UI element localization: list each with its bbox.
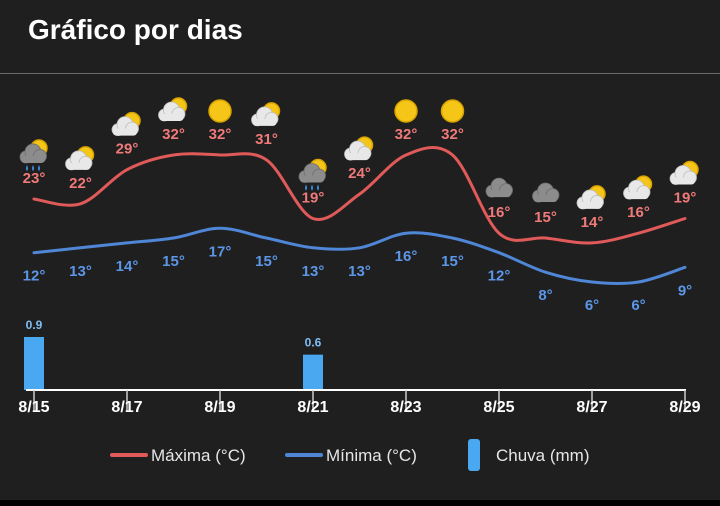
cloud-sun-icon bbox=[158, 97, 188, 122]
legend-rain-swatch bbox=[468, 439, 480, 471]
rain-bar bbox=[24, 337, 44, 390]
cloud-sun-icon bbox=[65, 146, 95, 171]
min-temp-label: 12° bbox=[23, 268, 46, 285]
x-tick-label: 8/27 bbox=[576, 399, 607, 416]
max-temp-label: 31° bbox=[255, 131, 278, 148]
max-temp-label: 32° bbox=[441, 126, 464, 143]
cloud-sun-icon bbox=[111, 111, 141, 137]
x-tick-label: 8/29 bbox=[669, 399, 700, 416]
min-temp-label: 6° bbox=[631, 297, 645, 314]
x-tick-label: 8/17 bbox=[111, 399, 142, 416]
max-temp-label: 32° bbox=[395, 126, 418, 143]
x-tick-label: 8/21 bbox=[297, 399, 328, 416]
min-temp-label: 15° bbox=[441, 253, 464, 270]
min-temp-label: 15° bbox=[255, 253, 278, 270]
header-divider bbox=[0, 73, 720, 74]
max-temp-label: 32° bbox=[209, 126, 232, 143]
cloud-sun-icon bbox=[576, 185, 606, 210]
min-temp-label: 16° bbox=[395, 248, 418, 265]
max-temp-label: 32° bbox=[162, 126, 185, 143]
min-temp-label: 15° bbox=[162, 253, 185, 270]
cloud-sun-icon bbox=[623, 175, 653, 200]
min-temp-label: 9° bbox=[678, 282, 692, 299]
x-tick-label: 8/23 bbox=[390, 399, 421, 416]
page-title: Gráfico por dias bbox=[28, 14, 243, 45]
rain-cloud-sun-icon bbox=[298, 158, 327, 191]
max-temp-label: 24° bbox=[348, 165, 371, 182]
x-tick-label: 8/19 bbox=[204, 399, 235, 416]
legend-min-label: Mínima (°C) bbox=[326, 446, 417, 465]
min-temp-label: 8° bbox=[538, 287, 552, 304]
cloud-icon bbox=[532, 182, 560, 203]
legend-rain-label: Chuva (mm) bbox=[496, 446, 590, 465]
max-temp-label: 16° bbox=[488, 204, 511, 221]
x-tick-label: 8/25 bbox=[483, 399, 514, 416]
max-temp-label: 19° bbox=[302, 190, 325, 207]
cloud-sun-icon bbox=[251, 102, 281, 127]
max-temp-label: 19° bbox=[674, 190, 697, 207]
min-temp-line bbox=[32, 226, 687, 285]
max-temp-label: 15° bbox=[534, 209, 557, 226]
sun-icon bbox=[440, 99, 465, 123]
min-temp-label: 17° bbox=[209, 243, 232, 260]
max-temp-label: 16° bbox=[627, 204, 650, 221]
sun-icon bbox=[208, 99, 232, 123]
min-temp-label: 6° bbox=[585, 297, 599, 314]
rain-value-label: 0.9 bbox=[26, 318, 43, 332]
max-temp-label: 22° bbox=[69, 175, 92, 192]
cloud-sun-icon bbox=[669, 160, 699, 185]
rain-cloud-sun-icon bbox=[19, 139, 48, 171]
min-temp-label: 13° bbox=[302, 263, 325, 280]
min-temp-label: 13° bbox=[348, 263, 371, 280]
max-temp-label: 23° bbox=[23, 170, 46, 187]
max-temp-label: 29° bbox=[116, 141, 139, 158]
cloud-icon bbox=[485, 177, 513, 198]
rain-value-label: 0.6 bbox=[305, 336, 322, 350]
rain-bar bbox=[303, 354, 323, 390]
cloud-sun-icon bbox=[344, 136, 374, 161]
x-tick-label: 8/15 bbox=[18, 399, 49, 416]
min-temp-label: 12° bbox=[488, 268, 511, 285]
bottom-bar bbox=[0, 500, 720, 506]
min-temp-label: 13° bbox=[69, 263, 92, 280]
max-temp-line bbox=[32, 146, 687, 245]
max-temp-label: 14° bbox=[581, 214, 604, 231]
legend-max-label: Máxima (°C) bbox=[151, 446, 246, 465]
min-temp-label: 14° bbox=[116, 258, 139, 275]
sun-icon bbox=[394, 99, 418, 123]
